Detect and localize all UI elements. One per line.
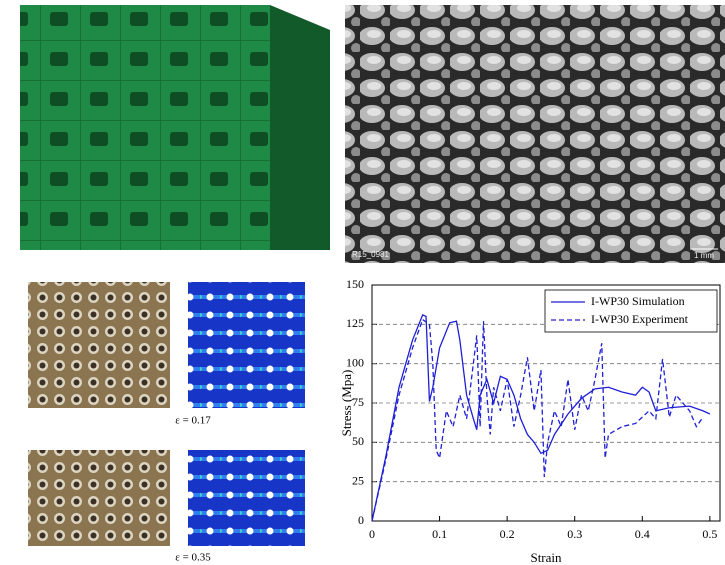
x-tick-label: 0.2 xyxy=(500,527,515,541)
y-axis-label: Stress (Mpa) xyxy=(339,370,354,437)
fea-map xyxy=(188,450,305,546)
fea-map xyxy=(188,282,305,408)
x-tick-label: 0.1 xyxy=(432,527,447,541)
y-tick-label: 0 xyxy=(358,513,364,527)
sample-photo xyxy=(28,450,170,546)
y-tick-label: 150 xyxy=(346,277,364,291)
x-tick-label: 0.4 xyxy=(635,527,650,541)
series-line xyxy=(372,320,703,521)
sem-image xyxy=(345,5,725,263)
legend-label: I-WP30 Experiment xyxy=(591,312,689,326)
sample-photo xyxy=(28,282,170,408)
y-tick-label: 125 xyxy=(346,316,364,330)
y-tick-label: 100 xyxy=(346,355,364,369)
series-line xyxy=(372,315,710,521)
x-tick-label: 0 xyxy=(369,527,375,541)
x-tick-label: 0.5 xyxy=(702,527,717,541)
sem-id: R15_0981 xyxy=(352,250,389,259)
strain-label: ε = 0.35 xyxy=(175,552,211,564)
figure: R15_0981 1 mm ε = 0.17 ε = 0.35 02550751… xyxy=(0,0,725,565)
x-axis-label: Strain xyxy=(530,550,562,565)
strain-label: ε = 0.17 xyxy=(175,415,211,427)
y-tick-label: 25 xyxy=(352,473,364,487)
x-tick-label: 0.3 xyxy=(567,527,582,541)
legend-label: I-WP30 Simulation xyxy=(591,294,685,308)
sem-scale: 1 mm xyxy=(694,251,714,260)
lattice-render xyxy=(20,5,330,250)
